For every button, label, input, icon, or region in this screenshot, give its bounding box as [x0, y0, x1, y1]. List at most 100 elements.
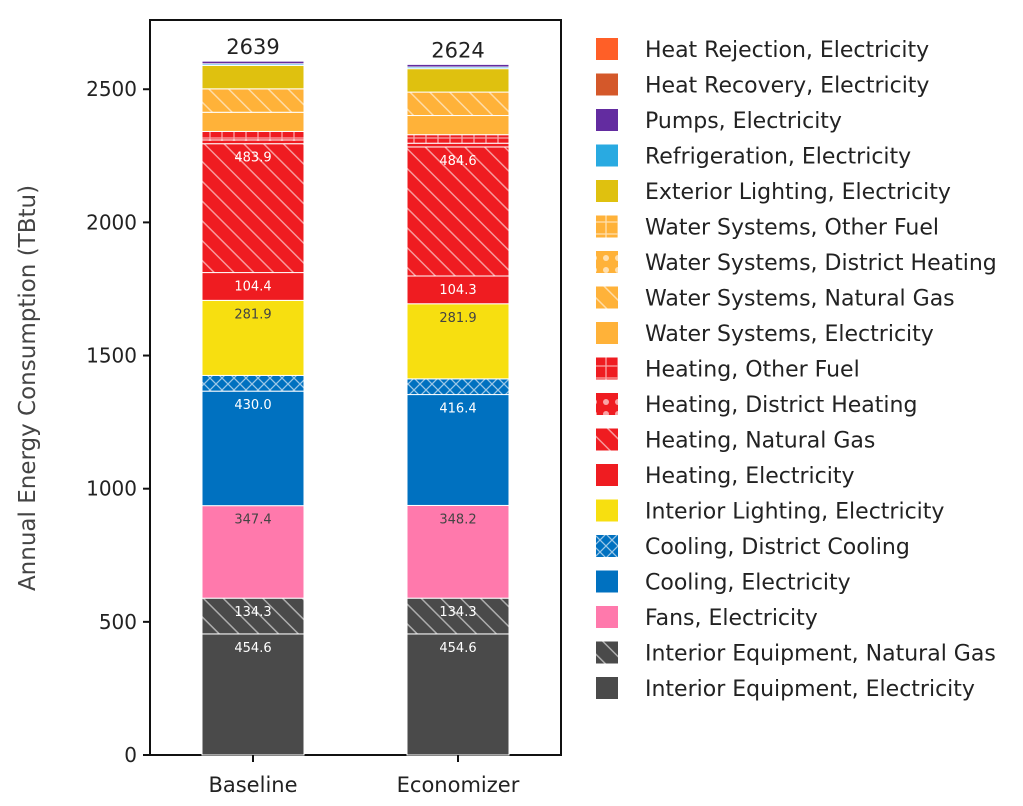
bar-segment-heating-electricity — [201, 272, 305, 301]
bar-segment-heating-district-heating — [201, 139, 305, 145]
bar-segment-heating-natural-gas — [201, 143, 305, 274]
segment-value-label: 483.9 — [234, 151, 271, 166]
y-tick-label: 0 — [124, 743, 137, 767]
bar-segment-interior-equipment-natural-gas — [201, 597, 305, 635]
segment-value-label: 454.6 — [439, 641, 476, 656]
legend-swatch — [596, 570, 618, 593]
legend-item-interior-lighting-electricity: Interior Lighting, Electricity — [596, 499, 944, 525]
legend-item-heat-recovery-electricity: Heat Recovery, Electricity — [596, 73, 929, 99]
legend-item-water-systems-other-fuel: Water Systems, Other Fuel — [596, 215, 939, 241]
segment-value-label: 348.2 — [439, 512, 476, 527]
legend-label: Pumps, Electricity — [645, 109, 842, 134]
legend-label: Interior Equipment, Natural Gas — [645, 642, 996, 667]
legend-swatch — [596, 322, 618, 344]
legend-label: Cooling, District Cooling — [645, 535, 910, 560]
legend-swatch — [596, 535, 618, 557]
y-tick-label: 1000 — [86, 477, 137, 501]
legend-label: Heating, District Heating — [645, 393, 917, 418]
bar-segment-interior-lighting-electricity — [201, 299, 305, 376]
y-axis-label: Annual Energy Consumption (TBtu) — [15, 185, 41, 591]
bar-segment-interior-lighting-electricity — [406, 303, 510, 380]
bar-segment-exterior-lighting-electricity — [201, 64, 305, 90]
legend: Heat Rejection, Electricity Heat Recovery… — [596, 38, 997, 702]
legend-swatch — [596, 144, 618, 167]
legend-item-heat-rejection-electricity: Heat Rejection, Electricity — [596, 38, 929, 63]
legend-label: Refrigeration, Electricity — [645, 145, 911, 170]
segment-value-label: 454.6 — [234, 641, 271, 656]
legend-item-heating-natural-gas: Heating, Natural Gas — [596, 428, 875, 454]
segment-value-label: 430.0 — [234, 398, 271, 413]
legend-label: Water Systems, Natural Gas — [645, 287, 955, 312]
x-axis: Baseline Economizer — [208, 755, 520, 797]
legend-label: Heat Recovery, Electricity — [645, 74, 929, 99]
y-tick-label: 1500 — [86, 344, 137, 368]
bar-segment-heating-other-fuel — [406, 134, 510, 144]
legend-item-interior-equipment-electricity: Interior Equipment, Electricity — [596, 677, 975, 702]
legend-swatch — [596, 286, 618, 309]
bar-segment-fans-electricity — [406, 504, 510, 599]
legend-swatch — [596, 251, 618, 273]
bar-segment-exterior-lighting-electricity — [406, 68, 510, 93]
bar-segment-water-systems-natural-gas — [201, 88, 305, 113]
legend-label: Fans, Electricity — [645, 606, 818, 631]
bar-segment-pumps-electricity — [406, 63, 510, 68]
legend-item-cooling-electricity: Cooling, Electricity — [596, 570, 851, 596]
bar-total-label: 2624 — [431, 38, 484, 62]
legend-label: Exterior Lighting, Electricity — [645, 180, 951, 205]
legend-item-heating-other-fuel: Heating, Other Fuel — [596, 357, 860, 383]
legend-label: Heating, Other Fuel — [645, 358, 860, 383]
legend-swatch — [596, 215, 618, 238]
segment-value-label: 416.4 — [439, 402, 476, 417]
bar-segment-heating-district-heating — [406, 142, 510, 148]
y-axis: 0 500 1000 1500 2000 2500 — [86, 77, 150, 767]
bar-segment-water-systems-electricity — [406, 115, 510, 136]
legend-label: Interior Equipment, Electricity — [645, 677, 975, 702]
legend-label: Cooling, Electricity — [645, 571, 851, 596]
x-tick-label: Baseline — [208, 773, 297, 797]
segment-value-label: 347.4 — [234, 513, 271, 528]
legend-swatch — [596, 677, 618, 699]
legend-item-water-systems-natural-gas: Water Systems, Natural Gas — [596, 286, 955, 312]
segment-value-label: 134.3 — [439, 605, 476, 620]
bar-segment-interior-equipment-electricity — [406, 633, 510, 756]
legend-label: Heat Rejection, Electricity — [645, 38, 929, 63]
legend-label: Heating, Natural Gas — [645, 429, 875, 454]
legend-item-cooling-district-cooling: Cooling, District Cooling — [596, 535, 910, 560]
legend-item-pumps-electricity: Pumps, Electricity — [596, 109, 842, 134]
legend-item-water-systems-electricity: Water Systems, Electricity — [596, 322, 934, 347]
bar-total-label: 2639 — [226, 35, 279, 59]
plot-area-frame — [149, 19, 562, 756]
segment-value-label: 104.4 — [234, 280, 271, 295]
legend-swatch — [596, 180, 618, 202]
segment-value-label: 484.6 — [439, 154, 476, 169]
legend-item-fans-electricity: Fans, Electricity — [596, 606, 818, 631]
legend-item-water-systems-district-heating: Water Systems, District Heating — [596, 251, 997, 276]
bar-segment-heating-natural-gas — [406, 146, 510, 277]
segment-value-label: 281.9 — [439, 311, 476, 326]
legend-item-exterior-lighting-electricity: Exterior Lighting, Electricity — [596, 180, 951, 205]
bar-segment-cooling-district-cooling — [406, 378, 510, 396]
legend-item-refrigeration-electricity: Refrigeration, Electricity — [596, 144, 911, 170]
legend-swatch — [596, 109, 618, 131]
legend-swatch — [596, 38, 618, 60]
legend-item-heating-district-heating: Heating, District Heating — [596, 393, 917, 418]
legend-swatch — [596, 428, 618, 451]
segment-value-label: 104.3 — [439, 283, 476, 298]
bars: 454.6 134.3 347.4 430.0 281.9 104.4 483.9 2639 4… — [201, 35, 510, 756]
y-tick-label: 2500 — [86, 77, 137, 101]
legend-label: Water Systems, Electricity — [645, 322, 934, 347]
legend-item-heating-electricity: Heating, Electricity — [596, 464, 854, 489]
segment-value-label: 134.3 — [234, 605, 271, 620]
legend-label: Interior Lighting, Electricity — [645, 500, 944, 525]
x-tick-label: Economizer — [397, 773, 520, 797]
legend-swatch — [596, 641, 618, 664]
bar-segment-pumps-electricity — [201, 60, 305, 65]
legend-label: Water Systems, Other Fuel — [645, 216, 939, 241]
bar-segment-water-systems-natural-gas — [406, 91, 510, 117]
legend-swatch — [596, 606, 618, 628]
legend-swatch — [596, 393, 618, 415]
legend-swatch — [596, 73, 618, 96]
bar-segment-heating-other-fuel — [201, 130, 305, 141]
legend-label: Heating, Electricity — [645, 464, 854, 489]
